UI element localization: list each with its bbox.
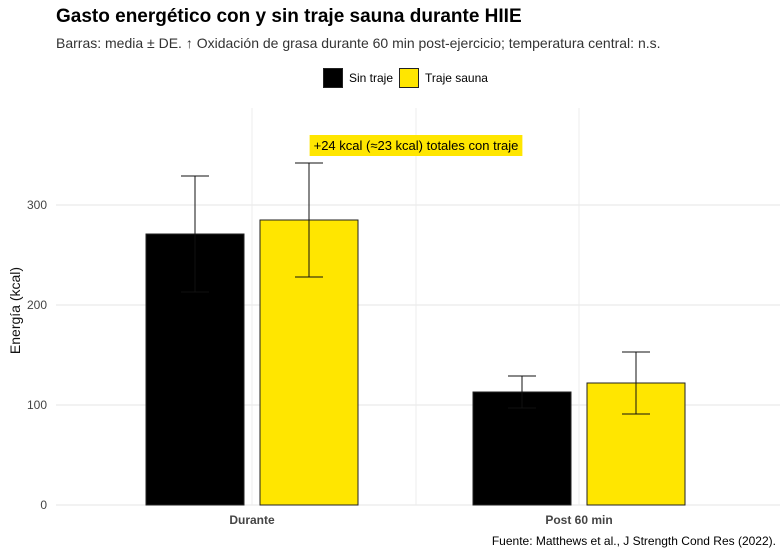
legend-label-sin-traje: Sin traje [349,71,394,85]
bar-sin-traje-1 [472,391,572,506]
source-caption: Fuente: Matthews et al., J Strength Cond… [491,534,776,548]
legend-swatch-traje-sauna [399,68,420,88]
x-tick-label-1: Post 60 min [545,513,612,527]
legend-swatch-sin-traje [323,68,343,88]
legend-item-sin-traje: Sin traje [323,68,393,88]
x-tick-label-0: Durante [229,513,275,527]
y-tick-label-100: 100 [27,398,47,412]
chart-subtitle: Barras: media ± DE. ↑ Oxidación de grasa… [56,35,661,51]
y-tick-label-0: 0 [40,498,47,512]
annotation-box [309,135,523,156]
annotation-text: +24 kcal (≈23 kcal) totales con traje [314,138,519,153]
chart-title: Gasto energético con y sin traje sauna d… [56,6,522,27]
y-tick-label-300: 300 [27,198,47,212]
y-tick-label-200: 200 [27,298,47,312]
legend-label-traje-sauna: Traje sauna [425,71,488,85]
legend: Sin traje Traje sauna [323,68,494,88]
y-axis-title: Energía (kcal) [7,267,23,354]
legend-item-traje-sauna: Traje sauna [399,68,488,88]
